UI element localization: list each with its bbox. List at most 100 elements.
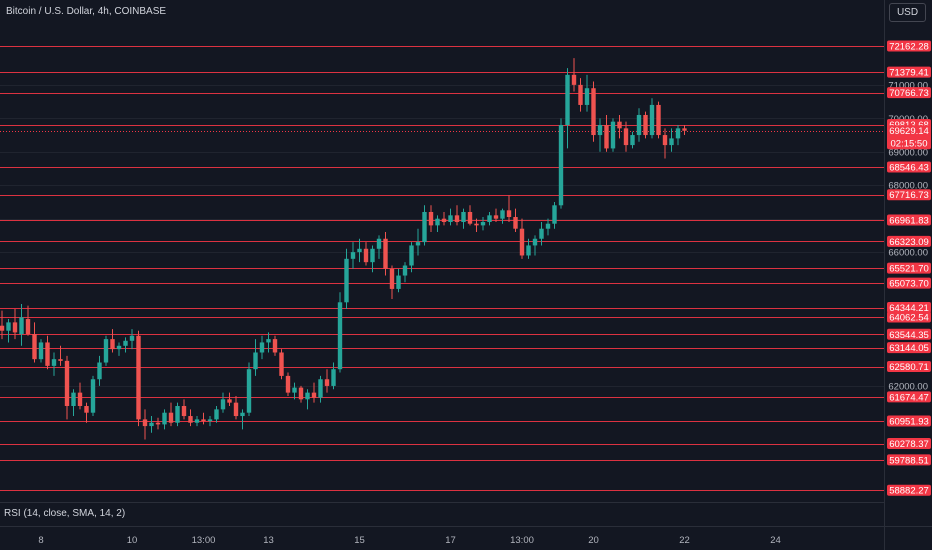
candle-body (435, 218, 440, 226)
candle-body (77, 392, 83, 407)
candle-body (363, 248, 369, 263)
level-price-tag-bg (887, 342, 931, 354)
level-price-tag: 60951.93 (889, 416, 929, 427)
candle-body (565, 74, 570, 126)
candle-body (493, 215, 499, 219)
candle-body (142, 419, 148, 427)
current-price-tag: 69629.14 (889, 126, 929, 137)
currency-button[interactable]: USD (889, 3, 926, 22)
candle-body (227, 399, 232, 403)
candle-body (207, 419, 213, 422)
level-price-tag: 65521.70 (889, 264, 929, 275)
candle-body (558, 125, 564, 206)
candle-body (682, 128, 687, 131)
candle-body (526, 245, 531, 256)
candle-body (233, 402, 239, 417)
candle-body (344, 258, 349, 303)
candle-body (675, 128, 681, 139)
candle-body (110, 339, 115, 350)
candle-body (643, 114, 648, 136)
candle-body (136, 335, 141, 420)
level-price-tag-bg (887, 40, 931, 52)
level-price-tag-bg (887, 189, 931, 201)
candle-body (636, 114, 642, 136)
candle-body (630, 135, 635, 146)
candle-body (376, 238, 382, 249)
level-price-tag: 58882.27 (889, 486, 929, 497)
candle-body (617, 121, 622, 129)
rsi-indicator-label[interactable]: RSI (14, close, SMA, 14, 2) (4, 508, 126, 519)
candle-body (103, 339, 109, 363)
candle-body (279, 352, 284, 376)
candle-body (58, 359, 63, 361)
candle-body (428, 211, 434, 226)
candle-body (253, 352, 258, 370)
level-price-tag-bg (887, 262, 931, 274)
candle-body (513, 217, 518, 229)
candle-body (246, 369, 252, 413)
candle-body (181, 406, 187, 417)
level-price-tag-bg (887, 391, 931, 403)
candle-body (123, 340, 128, 346)
candle-body (669, 138, 674, 146)
candle-body (623, 128, 629, 146)
level-price-tag: 66323.09 (889, 237, 929, 248)
candle-body (19, 317, 24, 335)
level-price-tag: 67716.73 (889, 190, 929, 201)
candle-body (584, 88, 590, 105)
candle-body (422, 211, 427, 243)
level-price-tag-bg (887, 454, 931, 466)
candle-body (97, 362, 102, 380)
level-price-tag-bg (887, 235, 931, 247)
candle-body (571, 74, 577, 85)
candle-body (662, 135, 668, 146)
candle-body (45, 342, 50, 366)
candle-body (396, 275, 401, 289)
candle-body (578, 84, 583, 105)
level-price-tag-bg (887, 328, 931, 340)
candle-body (71, 392, 76, 407)
candle-body (656, 104, 661, 136)
candle-body (32, 334, 37, 360)
level-price-tag-bg (887, 66, 931, 78)
y-tick-label: 66000.00 (888, 248, 928, 259)
candle-body (370, 248, 375, 263)
level-price-tag: 59788.51 (889, 455, 929, 466)
candle-body (292, 387, 297, 393)
level-price-tag: 71379.41 (889, 68, 929, 79)
candle-body (480, 222, 486, 226)
level-price-tag: 62580.71 (889, 362, 929, 373)
x-tick-label: 13:00 (192, 535, 216, 546)
y-tick-label: 71000.00 (888, 80, 928, 91)
level-price-tag-bg (887, 87, 931, 99)
candle-body (552, 205, 557, 224)
x-tick-label: 24 (770, 535, 781, 546)
current-price-tag-bg (887, 125, 931, 150)
candle-body (383, 238, 388, 269)
candle-body (155, 422, 161, 425)
level-price-tag-bg (887, 214, 931, 226)
candle-body (441, 218, 447, 223)
candle-body (285, 375, 291, 393)
x-tick-label: 17 (445, 535, 456, 546)
candle-body (25, 319, 31, 335)
candle-body (259, 342, 265, 353)
candle-body (214, 409, 219, 420)
candle-body (0, 325, 5, 331)
countdown-label: 02:15:50 (891, 139, 928, 150)
candle-body (168, 412, 174, 423)
x-tick-label: 13:00 (510, 535, 534, 546)
level-price-tag: 63144.05 (889, 343, 929, 354)
candle-body (220, 399, 226, 410)
candle-body (610, 121, 616, 149)
level-price-tag-bg (887, 277, 931, 289)
candle-body (116, 345, 122, 350)
candle-body (162, 412, 167, 425)
candle-body (201, 419, 206, 422)
x-tick-label: 22 (679, 535, 690, 546)
level-price-tag-bg (887, 311, 931, 323)
candle-body (500, 210, 505, 219)
candle-body (38, 342, 44, 360)
candle-body (84, 406, 89, 413)
